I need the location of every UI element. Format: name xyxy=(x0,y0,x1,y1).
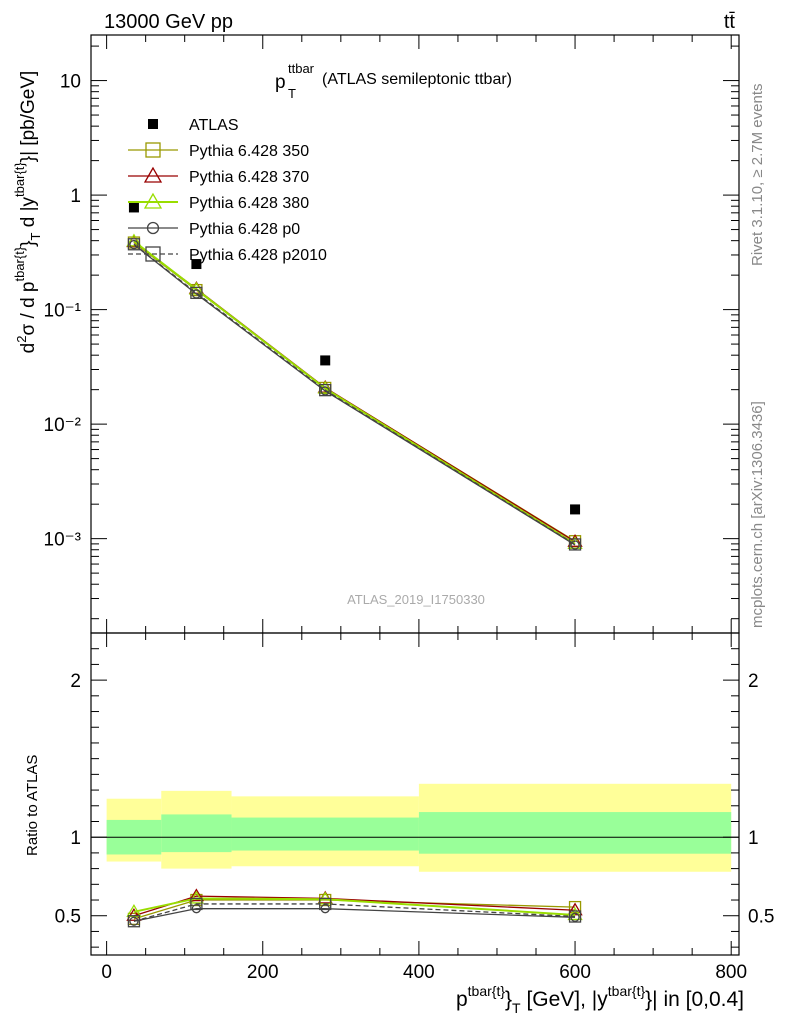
collision-label: 13000 GeV pp xyxy=(104,11,233,33)
x-tick-label: 200 xyxy=(247,962,279,983)
ratio-y-tick-label-right: 0.5 xyxy=(748,907,774,928)
plot-title-rest: (ATLAS semileptonic ttbar) xyxy=(322,71,512,88)
legend-marker xyxy=(143,192,163,209)
ratio-series-point xyxy=(129,916,139,926)
plot-title-p: p xyxy=(275,72,286,93)
mcplots-label: mcplots.cern.ch [arXiv:1306.3436] xyxy=(749,401,766,628)
main-y-tick-label: 10 xyxy=(60,72,81,93)
main-y-tick-label: 10⁻³ xyxy=(44,530,82,551)
data-point xyxy=(320,355,331,366)
ratio-band-inner xyxy=(231,817,419,851)
main-series-point xyxy=(129,239,139,250)
data-point xyxy=(191,259,202,270)
legend-label: Pythia 6.428 380 xyxy=(189,195,309,212)
legend-label: Pythia 6.428 370 xyxy=(189,169,309,186)
legend-label: Pythia 6.428 p2010 xyxy=(189,247,327,264)
ylabel-part: }| [pb/GeV] xyxy=(18,71,39,163)
ratio-y-tick-label-right: 2 xyxy=(748,671,759,692)
legend-marker xyxy=(143,166,163,183)
ratio-series-point xyxy=(320,904,330,914)
analysis-id-watermark: ATLAS_2019_I1750330 xyxy=(347,592,485,607)
main-series-point xyxy=(126,233,142,247)
main-y-axis-label: d2σ / d ptbar{t}}T d |ytbar{t}}| [pb/GeV… xyxy=(12,71,43,354)
xlabel-part: p xyxy=(456,988,468,1011)
ratio-series-point xyxy=(188,890,205,904)
xlabel-part: } xyxy=(505,988,512,1011)
main-series-point xyxy=(320,386,330,396)
ylabel-part: σ / d p xyxy=(18,282,39,336)
main-series-line xyxy=(133,243,576,545)
ratio-band-inner xyxy=(418,812,732,854)
xlabel-part: }| in [0,0.4] xyxy=(645,988,744,1011)
legend: ATLAS Pythia 6.428 350 Pythia 6.428 370 Pyt… xyxy=(128,117,327,264)
main-y-tick-label: 1 xyxy=(70,186,81,207)
ratio-y-tick-label-left: 2 xyxy=(70,671,81,692)
legend-marker xyxy=(145,142,161,158)
main-series-point xyxy=(190,286,203,300)
data-point xyxy=(128,202,139,213)
ylabel-part: tbar{t} xyxy=(12,162,27,197)
ratio-series-point xyxy=(126,907,142,921)
main-series-point xyxy=(570,540,580,550)
ylabel-part: T xyxy=(28,232,43,240)
plot-title-sub: T xyxy=(288,86,296,101)
main-series-point xyxy=(568,538,582,551)
ratio-series-line xyxy=(133,908,576,922)
ratio-series-point xyxy=(319,897,332,911)
legend-label: Pythia 6.428 350 xyxy=(189,143,309,160)
ratio-y-tick-label-right: 1 xyxy=(748,828,759,849)
ratio-y-tick-label-left: 1 xyxy=(70,828,81,849)
ratio-series-point xyxy=(568,900,582,914)
ratio-series-group xyxy=(126,888,583,928)
main-y-tick-label: 10⁻¹ xyxy=(44,301,82,322)
ratio-series-point xyxy=(567,907,583,921)
xlabel-part: tbar{t} xyxy=(608,983,646,999)
main-series-point xyxy=(319,384,332,397)
x-tick-label: 400 xyxy=(403,962,435,983)
main-series-point xyxy=(127,238,141,251)
ratio-series-line xyxy=(133,903,576,922)
x-axis-label: ptbar{t}}T [GeV], |ytbar{t}}| in [0,0.4] xyxy=(456,983,744,1016)
main-series-line xyxy=(133,240,576,545)
ratio-band-inner xyxy=(161,814,232,853)
xlabel-part: T xyxy=(512,1000,521,1016)
ratio-panel-frame xyxy=(90,632,740,956)
axis-ticks: 0 200 400 600 800 10⁻³ 10⁻² 10⁻¹ 1 10 0.5 0.5 1 1 2 2 xyxy=(44,35,774,983)
ylabel-part: 2 xyxy=(14,336,29,343)
ratio-series-point xyxy=(570,912,580,922)
ylabel-part: tbar{t} xyxy=(12,246,27,281)
ratio-series-line xyxy=(133,897,576,916)
legend-marker xyxy=(145,246,161,262)
ylabel-part: d xyxy=(18,343,39,354)
x-tick-label: 600 xyxy=(559,962,591,983)
main-series-group xyxy=(126,202,583,551)
x-tick-label: 800 xyxy=(715,962,747,983)
legend-label: Pythia 6.428 p0 xyxy=(189,221,300,238)
ratio-series-point xyxy=(188,888,205,902)
legend-marker xyxy=(146,221,160,235)
ratio-series-point xyxy=(191,904,202,914)
ratio-panel-content xyxy=(91,783,739,872)
xlabel-part: tbar{t} xyxy=(468,983,506,999)
legend-marker-atlas xyxy=(148,119,158,129)
legend-label: ATLAS xyxy=(189,117,239,134)
rivet-label: Rivet 3.1.10, ≥ 2.7M events xyxy=(749,84,766,267)
ratio-series-point xyxy=(568,910,582,923)
plot-title-sup: ttbar xyxy=(288,61,315,76)
ratio-y-tick-label-left: 0.5 xyxy=(55,907,81,928)
plot-title: p xyxy=(275,72,286,93)
x-tick-label: 0 xyxy=(101,962,112,983)
xlabel-part: [GeV], |y xyxy=(521,988,609,1011)
process-label: tt̄ xyxy=(724,11,736,33)
data-point xyxy=(570,504,581,515)
ratio-series-line xyxy=(133,899,576,920)
ratio-series-point xyxy=(190,897,203,911)
ratio-y-axis-label: Ratio to ATLAS xyxy=(24,755,41,856)
ratio-series-point xyxy=(127,915,141,928)
ylabel-part: d |y xyxy=(18,196,39,232)
main-y-tick-label: 10⁻² xyxy=(44,415,82,436)
ylabel-part: } xyxy=(18,240,39,246)
